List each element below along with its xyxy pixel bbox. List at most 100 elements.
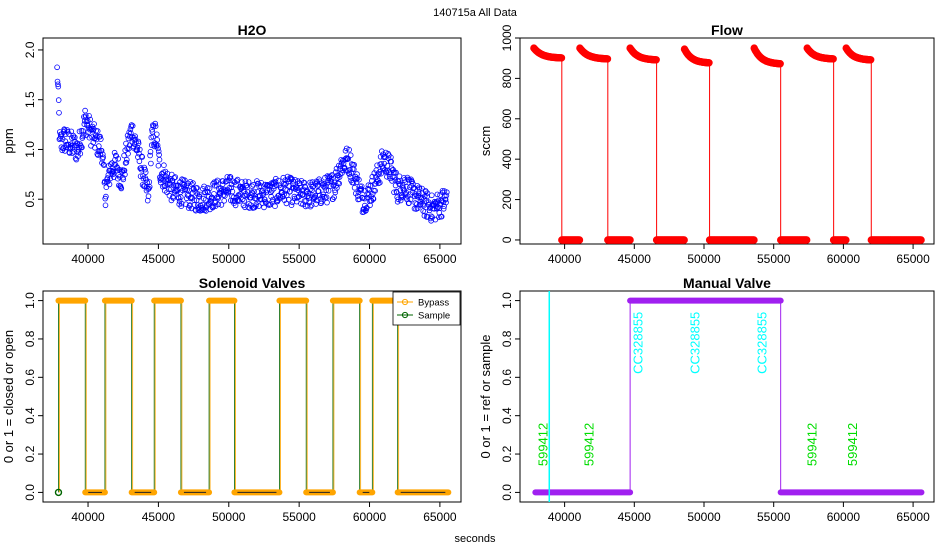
y-tick-label: 0.8 [23, 330, 37, 347]
data-point [135, 140, 142, 147]
data-point [324, 199, 330, 206]
data-point [142, 166, 148, 173]
x-tick-label: 50000 [212, 510, 246, 524]
data-point [262, 181, 268, 188]
data-point [304, 202, 311, 209]
data-point [120, 176, 127, 183]
panel-title: Flow [711, 22, 743, 38]
data-point [55, 97, 62, 103]
x-tick-label: 40000 [71, 510, 105, 524]
data-point [111, 149, 118, 156]
data-point [347, 152, 354, 159]
data-point [87, 116, 93, 123]
data-point [91, 121, 97, 127]
plot-frame [519, 37, 935, 245]
data-point [178, 200, 185, 207]
data-point [121, 167, 128, 174]
figure-title: 140715a All Data [433, 7, 518, 19]
data-point [272, 179, 279, 185]
data-point [80, 128, 86, 134]
data-point [156, 152, 162, 158]
data-point [261, 196, 268, 203]
data-point [82, 107, 88, 114]
y-tick-label: 0.4 [500, 407, 514, 424]
y-tick-label: 0.2 [500, 445, 514, 462]
data-point [234, 176, 241, 183]
data-point [268, 193, 274, 200]
panel-title: Solenoid Valves [199, 275, 306, 291]
data-point [358, 183, 365, 190]
data-point [155, 162, 162, 169]
x-tick-label: 65000 [423, 510, 457, 524]
data-point [391, 189, 397, 196]
annotation-label: 599412 [582, 423, 597, 466]
data-point [425, 214, 431, 220]
x-tick-label: 60000 [353, 252, 387, 266]
data-point [156, 156, 163, 163]
annotation-label: CC328855 [755, 312, 770, 374]
x-tick-label: 45000 [142, 252, 176, 266]
data-point [128, 130, 134, 136]
data-point [77, 150, 84, 157]
data-point [376, 179, 383, 186]
data-point [917, 236, 925, 244]
data-point [417, 201, 424, 207]
data-point [147, 152, 153, 159]
data-point [376, 169, 383, 175]
data-point [100, 151, 106, 158]
plot-area [530, 44, 925, 244]
annotation-label: CC328855 [688, 312, 703, 374]
data-point [440, 206, 447, 212]
data-point [113, 167, 120, 174]
data-point [183, 201, 189, 208]
data-point [152, 120, 159, 127]
y-tick-label: 0.6 [500, 369, 514, 386]
data-point [209, 204, 216, 211]
data-point [73, 156, 80, 163]
data-point [289, 176, 295, 182]
y-axis-label: 0 or 1 = ref or sample [478, 335, 493, 459]
data-point [61, 127, 68, 133]
data-point [142, 169, 149, 176]
data-point [323, 194, 330, 201]
data-point [842, 236, 850, 244]
data-point [328, 176, 335, 182]
data-point [266, 202, 272, 209]
data-point [98, 147, 105, 154]
data-point [328, 173, 334, 179]
data-point [228, 184, 235, 191]
data-point [103, 184, 110, 191]
data-point [350, 179, 357, 186]
data-point [229, 188, 236, 195]
data-point [336, 174, 343, 180]
data-point [378, 170, 384, 177]
data-point [206, 200, 213, 207]
data-point [155, 145, 161, 152]
data-point [103, 193, 109, 200]
data-point [321, 193, 327, 200]
x-tick-label: 55000 [757, 252, 791, 266]
legend: Bypass Sample [392, 291, 461, 326]
data-point [55, 81, 61, 88]
annotation-label: 599412 [536, 423, 551, 466]
y-axis-label: ppm [1, 128, 16, 153]
data-point [329, 172, 335, 178]
data-point [284, 173, 291, 180]
data-point [122, 171, 128, 178]
data-point [181, 181, 188, 188]
data-point [146, 184, 153, 190]
data-point [397, 181, 403, 188]
x-tick-label: 50000 [687, 252, 721, 266]
x-tick-label: 60000 [827, 252, 861, 266]
data-point [394, 199, 401, 205]
data-point [245, 179, 252, 185]
data-point [132, 133, 138, 140]
data-point [155, 148, 162, 155]
data-point [361, 195, 368, 202]
data-point [182, 177, 188, 184]
data-point [194, 185, 200, 191]
data-point [316, 176, 322, 183]
data-point [347, 166, 353, 173]
data-point [626, 236, 634, 244]
plot-frame [42, 37, 462, 245]
